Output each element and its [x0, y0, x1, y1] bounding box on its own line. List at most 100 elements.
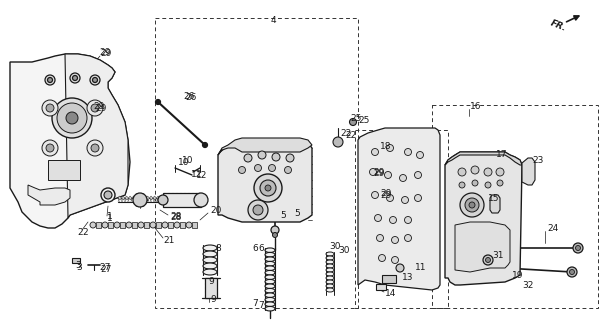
Bar — [155, 18, 358, 308]
Circle shape — [387, 145, 394, 151]
Ellipse shape — [203, 245, 217, 251]
Circle shape — [194, 193, 208, 207]
Circle shape — [254, 174, 282, 202]
Circle shape — [379, 254, 385, 261]
Bar — [72, 258, 80, 263]
Polygon shape — [218, 138, 312, 155]
Circle shape — [265, 185, 271, 191]
Polygon shape — [118, 196, 121, 200]
Ellipse shape — [265, 266, 275, 270]
Circle shape — [567, 267, 577, 277]
Circle shape — [333, 137, 343, 147]
Bar — [120, 222, 125, 228]
Polygon shape — [157, 196, 160, 200]
Polygon shape — [445, 152, 522, 165]
Ellipse shape — [265, 302, 275, 307]
Text: 28: 28 — [170, 212, 182, 221]
Polygon shape — [28, 185, 70, 205]
Text: 22: 22 — [340, 129, 352, 138]
Polygon shape — [455, 222, 510, 272]
Ellipse shape — [326, 280, 334, 284]
Text: 25: 25 — [358, 116, 370, 124]
Polygon shape — [132, 196, 136, 200]
Text: 11: 11 — [415, 263, 426, 273]
Circle shape — [459, 182, 465, 188]
Text: 21: 21 — [163, 236, 174, 244]
Bar — [205, 278, 217, 298]
Ellipse shape — [265, 293, 275, 298]
Circle shape — [45, 75, 55, 85]
Text: 3: 3 — [75, 261, 81, 270]
Circle shape — [417, 151, 423, 158]
Ellipse shape — [265, 288, 275, 293]
Circle shape — [414, 195, 421, 202]
Bar — [382, 275, 396, 283]
Text: 10: 10 — [182, 156, 194, 164]
Text: 8: 8 — [208, 245, 213, 254]
Circle shape — [46, 104, 54, 112]
Bar — [168, 222, 173, 228]
Ellipse shape — [265, 252, 275, 257]
Polygon shape — [358, 128, 440, 290]
Text: 5: 5 — [280, 211, 286, 220]
Ellipse shape — [203, 251, 217, 257]
Circle shape — [271, 226, 279, 234]
Circle shape — [485, 258, 490, 262]
Circle shape — [471, 166, 479, 174]
Ellipse shape — [265, 298, 275, 302]
Text: 27: 27 — [99, 262, 110, 271]
Circle shape — [138, 222, 144, 228]
Text: 31: 31 — [492, 252, 504, 260]
Ellipse shape — [326, 272, 334, 276]
Circle shape — [70, 73, 80, 83]
Text: 22: 22 — [345, 131, 356, 140]
Circle shape — [174, 222, 180, 228]
Circle shape — [374, 214, 382, 221]
Text: 12: 12 — [191, 170, 203, 179]
Circle shape — [402, 196, 408, 204]
Text: 16: 16 — [470, 101, 482, 110]
Text: 2: 2 — [77, 228, 83, 236]
Ellipse shape — [265, 275, 275, 279]
Bar — [48, 160, 80, 180]
Circle shape — [371, 191, 379, 198]
Circle shape — [387, 195, 394, 202]
Polygon shape — [445, 152, 522, 285]
Polygon shape — [139, 196, 142, 200]
Ellipse shape — [326, 284, 334, 288]
Text: 29: 29 — [99, 47, 110, 57]
Ellipse shape — [326, 256, 334, 260]
Text: 30: 30 — [329, 242, 341, 251]
Text: 29: 29 — [380, 188, 391, 197]
Circle shape — [569, 269, 575, 275]
Ellipse shape — [326, 252, 334, 256]
Circle shape — [405, 217, 411, 223]
Circle shape — [390, 217, 397, 223]
Text: 29: 29 — [95, 103, 106, 113]
Bar — [192, 222, 197, 228]
Circle shape — [253, 205, 263, 215]
Circle shape — [405, 235, 411, 242]
Circle shape — [268, 164, 276, 172]
Circle shape — [391, 257, 399, 263]
Text: 8: 8 — [215, 244, 221, 252]
Ellipse shape — [265, 270, 275, 275]
Text: 12: 12 — [196, 171, 207, 180]
Text: 7: 7 — [258, 300, 264, 309]
Circle shape — [484, 168, 492, 176]
Text: 24: 24 — [547, 223, 558, 233]
Circle shape — [469, 202, 475, 208]
Ellipse shape — [265, 248, 275, 252]
Circle shape — [286, 154, 294, 162]
Circle shape — [42, 140, 58, 156]
Text: 9: 9 — [210, 295, 216, 305]
Circle shape — [254, 164, 262, 172]
Circle shape — [46, 144, 54, 152]
Text: 27: 27 — [100, 266, 112, 275]
Ellipse shape — [265, 279, 275, 284]
Circle shape — [91, 104, 99, 112]
Polygon shape — [65, 54, 128, 218]
Text: 5: 5 — [294, 209, 300, 218]
Ellipse shape — [203, 263, 217, 269]
Text: 26: 26 — [185, 92, 197, 101]
